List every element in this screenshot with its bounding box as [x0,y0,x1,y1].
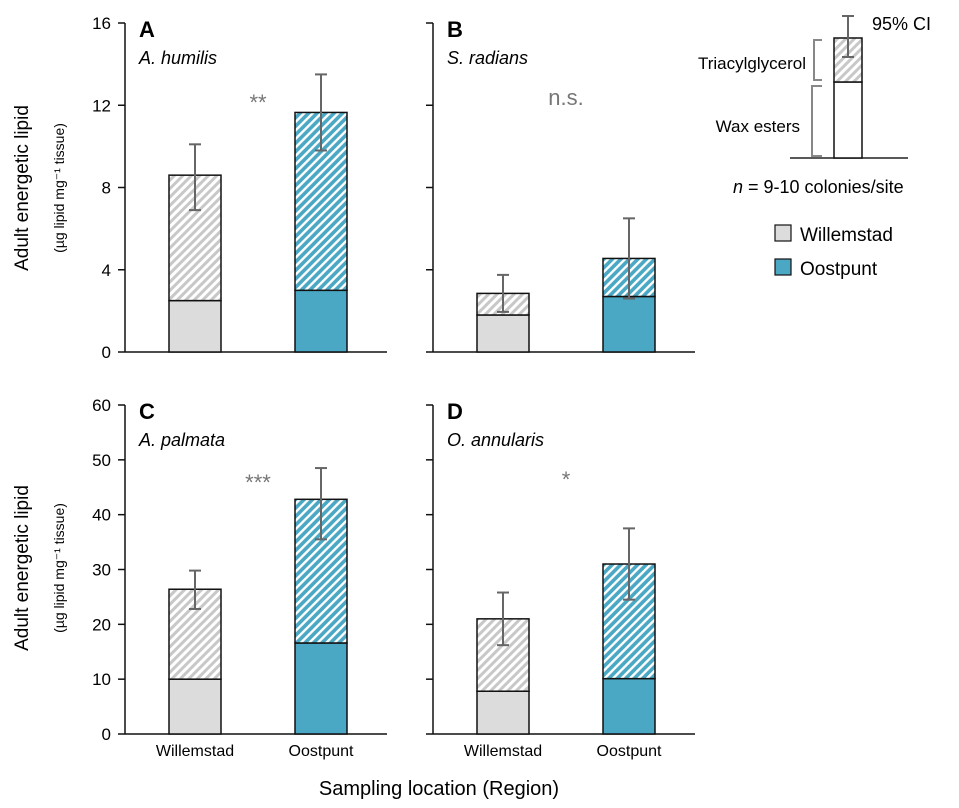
x-tick-label: Oostpunt [597,743,662,760]
y-axis-subtitle-top: (µg lipid mg⁻¹ tissue) [51,123,67,253]
y-tick-label: 10 [92,670,111,689]
panel-c: 0 10 20 30 40 50 60 C A. palmata *** Willemstad Oos… [92,396,387,760]
x-tick-label: Oostpunt [289,743,354,760]
significance-label: ** [249,90,267,115]
y-axis-title-bottom: Adult energetic lipid [12,485,33,651]
x-axis-title: Sampling location (Region) [319,778,559,800]
y-tick-label: 0 [102,725,111,744]
y-axis-title-main: Adult energetic lipid [12,105,33,271]
panel-letter: B [447,17,463,42]
legend-tag-bracket [813,39,822,81]
y-tick-label: 12 [92,96,111,115]
legend-willemstad-swatch [774,224,792,242]
species-label: A. palmata [138,430,225,450]
legend-n-text: = 9-10 colonies/site [743,177,904,197]
significance-label: * [562,467,571,492]
y-tick-label: 8 [102,179,111,198]
panel-b: B S. radians n.s. [426,17,695,353]
legend: 95% CI Triacylglycerol Wax esters n = 9-… [698,14,931,280]
y-tick-label: 0 [102,343,111,362]
bar-wax-esters [168,299,222,353]
legend-willemstad-label: Willemstad [800,225,893,246]
legend-wax-segment [833,81,863,159]
panel-a: 0 4 8 12 16 A A. humilis ** [92,14,387,362]
species-label: A. humilis [138,48,217,68]
y-tick-label: 30 [92,561,111,580]
legend-ci-label: 95% CI [872,14,931,34]
bar-wax-esters [602,677,656,735]
bar-wax-esters [294,289,348,353]
legend-oostpunt-label: Oostpunt [800,259,878,280]
y-axis-title-sub: (µg lipid mg⁻¹ tissue) [51,503,67,633]
y-tick-label: 20 [92,615,111,634]
bar-wax-esters [476,314,530,353]
y-axis-subtitle-bottom: (µg lipid mg⁻¹ tissue) [51,503,67,633]
y-axis-title-top: Adult energetic lipid [12,105,33,271]
y-axis-title-sub: (µg lipid mg⁻¹ tissue) [51,123,67,253]
legend-n-label: n = 9-10 colonies/site [733,177,904,197]
x-tick-label: Willemstad [156,743,234,760]
panel-d: D O. annularis * Willemstad Oostpunt [426,399,695,760]
panel-letter: C [139,399,155,424]
y-tick-label: 16 [92,14,111,33]
legend-tag-label: Triacylglycerol [698,54,806,73]
legend-we-label: Wax esters [716,117,800,136]
species-label: S. radians [447,48,528,68]
y-tick-label: 4 [102,261,111,280]
y-tick-label: 50 [92,451,111,470]
legend-oostpunt-swatch [774,258,792,276]
significance-label: n.s. [548,85,583,110]
y-axis-title-main: Adult energetic lipid [12,485,33,651]
panel-letter: A [139,17,155,42]
bar-wax-esters [602,295,656,353]
bar-wax-esters [168,678,222,735]
x-tick-label: Willemstad [464,743,542,760]
bar-wax-esters [476,690,530,735]
species-label: O. annularis [447,430,544,450]
y-tick-label: 60 [92,396,111,415]
panel-letter: D [447,399,463,424]
legend-we-bracket [811,85,822,157]
bar-wax-esters [294,642,348,735]
chart-panels: 0 4 8 12 16 A A. humilis ** B S. radians n.s. 0 10 20… [92,14,695,760]
significance-label: *** [245,470,271,495]
y-tick-label: 40 [92,506,111,525]
legend-n-symbol: n [733,177,743,197]
